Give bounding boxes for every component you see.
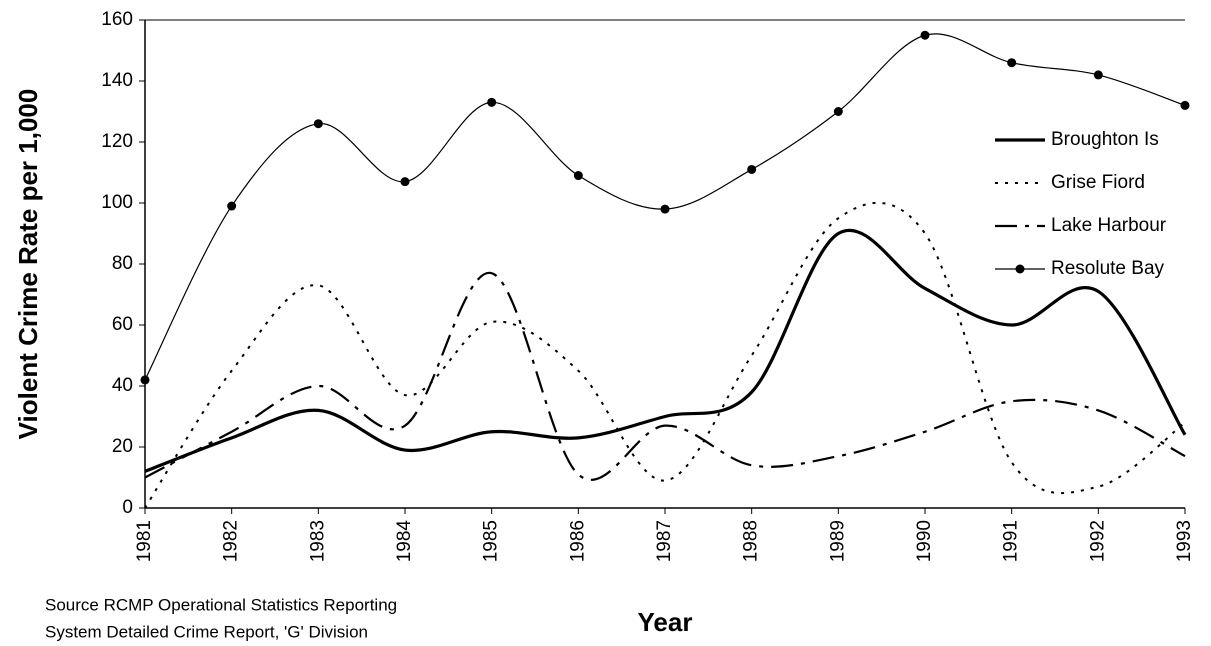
legend-label: Broughton Is bbox=[1051, 129, 1159, 150]
x-tick-label: 1993 bbox=[1174, 520, 1195, 562]
legend-label: Lake Harbour bbox=[1051, 215, 1167, 236]
legend-marker bbox=[1015, 264, 1025, 274]
source-note: Source RCMP Operational Statistics Repor… bbox=[45, 595, 397, 614]
y-tick-label: 140 bbox=[101, 70, 133, 91]
point bbox=[660, 204, 670, 214]
series-line bbox=[144, 201, 1186, 509]
y-tick-label: 160 bbox=[101, 9, 133, 30]
x-tick-label: 1986 bbox=[567, 520, 588, 562]
y-tick-label: 100 bbox=[101, 192, 133, 213]
point bbox=[140, 375, 150, 385]
point bbox=[227, 201, 237, 211]
series-line bbox=[144, 272, 1186, 481]
source-note: System Detailed Crime Report, 'G' Divisi… bbox=[45, 622, 368, 641]
point bbox=[920, 30, 930, 40]
legend-label: Resolute Bay bbox=[1051, 258, 1165, 279]
y-tick-label: 60 bbox=[112, 314, 133, 335]
x-tick-label: 1985 bbox=[481, 520, 502, 562]
point bbox=[487, 97, 497, 107]
x-tick-label: 1990 bbox=[914, 520, 935, 562]
y-axis-label: Violent Crime Rate per 1,000 bbox=[13, 89, 43, 440]
point bbox=[833, 107, 843, 116]
x-tick-label: 1992 bbox=[1087, 520, 1108, 562]
series-line bbox=[144, 33, 1186, 381]
x-tick-label: 1981 bbox=[134, 520, 155, 562]
series-line bbox=[144, 228, 1187, 473]
y-tick-label: 40 bbox=[112, 375, 133, 396]
point bbox=[400, 177, 410, 187]
x-tick-label: 1991 bbox=[1001, 520, 1022, 562]
y-tick-label: 80 bbox=[112, 253, 133, 274]
point bbox=[573, 171, 583, 181]
point bbox=[1093, 70, 1103, 80]
x-tick-label: 1984 bbox=[394, 520, 415, 563]
x-axis-label: Year bbox=[638, 607, 693, 637]
y-tick-label: 0 bbox=[122, 497, 133, 518]
x-tick-label: 1982 bbox=[221, 520, 242, 562]
x-tick-label: 1989 bbox=[827, 520, 848, 562]
point bbox=[1007, 58, 1017, 68]
legend-label: Grise Fiord bbox=[1051, 172, 1145, 193]
y-tick-label: 120 bbox=[101, 131, 133, 152]
x-tick-label: 1987 bbox=[654, 520, 675, 562]
point bbox=[1180, 100, 1190, 110]
y-tick-label: 20 bbox=[112, 436, 133, 457]
point bbox=[313, 119, 323, 129]
point bbox=[747, 164, 757, 174]
x-tick-label: 1988 bbox=[741, 520, 762, 562]
x-tick-label: 1983 bbox=[307, 520, 328, 562]
